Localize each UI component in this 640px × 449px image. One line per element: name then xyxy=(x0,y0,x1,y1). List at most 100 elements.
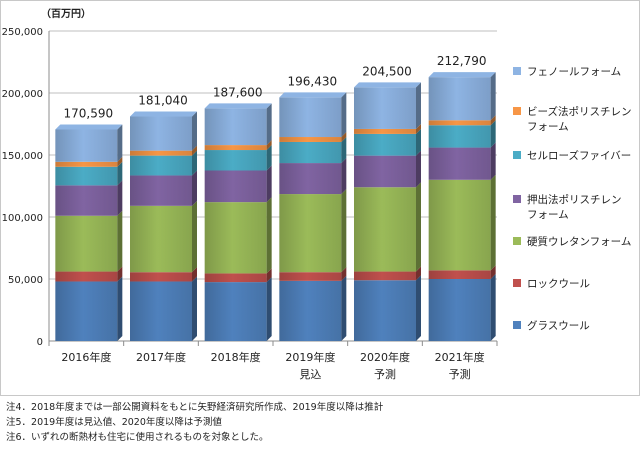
bar-segment-side xyxy=(266,277,272,341)
bar-segment-side xyxy=(416,150,421,188)
bar-segment xyxy=(55,161,118,167)
legend-swatch xyxy=(513,67,521,75)
bar-segment xyxy=(279,97,342,138)
bar-segment xyxy=(130,272,192,282)
bar-top-face xyxy=(354,82,421,88)
bar-segment-side xyxy=(341,158,347,195)
bar-segment-side xyxy=(117,266,123,282)
bar-segment-side xyxy=(192,150,197,176)
bar-segment-side xyxy=(490,274,496,341)
category-label: 2016年度 xyxy=(61,350,111,364)
legend-swatch xyxy=(513,107,521,115)
bar-segment xyxy=(428,147,491,180)
bar-segment xyxy=(354,128,416,134)
bar-segment xyxy=(354,280,416,341)
category-label: 2018年度 xyxy=(211,350,261,364)
bar-segment xyxy=(428,120,491,126)
bar-segment xyxy=(130,150,192,156)
bar-segment-side xyxy=(192,145,197,156)
y-tick-label: 200,000 xyxy=(2,89,43,100)
bar-segment xyxy=(55,271,118,282)
bar-segment-side xyxy=(266,268,272,283)
chart-frame: 0 50,000 100,000 150,000 200,000 250,000 （百万円）… xyxy=(0,0,640,396)
bar-segment xyxy=(279,194,342,273)
total-label: 212,790 xyxy=(437,54,487,68)
bar-segment xyxy=(354,133,416,156)
bar-segment xyxy=(279,141,342,164)
legend-swatch xyxy=(513,195,521,203)
bar-segment xyxy=(428,279,491,341)
bar-segment-side xyxy=(490,120,496,148)
legend-label: 硬質ウレタンフォーム xyxy=(527,235,631,248)
legend-swatch xyxy=(513,321,521,329)
bar-segment-side xyxy=(490,174,496,271)
bar-segment-side xyxy=(192,276,197,341)
legend-label: グラスウール xyxy=(527,319,590,332)
bar-segment-side xyxy=(490,142,496,180)
total-label: 196,430 xyxy=(288,74,338,88)
bar-segment-side xyxy=(266,165,272,203)
bar-segment xyxy=(130,205,192,273)
bar-segment-side xyxy=(117,210,123,272)
bar-top-face xyxy=(428,72,496,78)
bar-segment-side xyxy=(192,170,197,206)
bar-top-face xyxy=(55,124,123,130)
bar-segment-side xyxy=(341,92,347,138)
note-5: 注5．2019年度は見込値、2020年度以降は予測値 xyxy=(6,417,222,428)
category-label: 2019年度 xyxy=(285,350,335,364)
bar-segment xyxy=(130,155,192,176)
bar-segment-side xyxy=(341,275,347,341)
bar-segment-side xyxy=(416,182,421,272)
bar-segment-side xyxy=(416,275,421,341)
bar-segment xyxy=(130,175,192,206)
bar-segment xyxy=(354,87,416,129)
bar-segment xyxy=(354,155,416,188)
bar-segment-side xyxy=(266,197,272,274)
note-4: 注4．2018年度までは一部公開資料をもとに矢野経済研究所作成、2019年度以降… xyxy=(6,402,384,413)
bar-top-face xyxy=(279,92,347,98)
bar-segment xyxy=(204,273,267,283)
bar-segment xyxy=(279,272,342,281)
y-tick-label: 100,000 xyxy=(2,213,43,224)
bar-segment-side xyxy=(341,136,347,164)
legend-label: フォーム xyxy=(527,209,569,221)
category-label: 2017年度 xyxy=(136,350,186,364)
bar-segment-side xyxy=(341,132,347,142)
stacked-bar-chart: 0 50,000 100,000 150,000 200,000 250,000 （百万円）… xyxy=(2,7,632,381)
bar-segment-side xyxy=(117,161,123,186)
y-tick-label: 250,000 xyxy=(2,27,43,38)
bar-segment-side xyxy=(266,140,272,151)
legend-swatch xyxy=(513,237,521,245)
legend-label: セルローズファイバー xyxy=(527,149,631,162)
legend-swatch xyxy=(513,151,521,159)
category-label: 予測 xyxy=(449,367,471,381)
bar-segment-side xyxy=(341,267,347,281)
bar-segment-side xyxy=(192,200,197,273)
bar-segment-side xyxy=(416,266,421,281)
bar-segment xyxy=(279,163,342,195)
category-label: 2021年度 xyxy=(435,350,485,364)
bar-segment xyxy=(354,271,416,281)
bar-segment xyxy=(279,137,342,142)
bar-segment xyxy=(279,280,342,341)
bar-segment xyxy=(55,166,118,186)
bar-segment xyxy=(428,179,491,271)
y-tick-label: 0 xyxy=(37,337,43,348)
legend-label: 押出法ポリスチレン xyxy=(527,193,622,206)
bar-segment xyxy=(204,108,267,146)
legend-label: フォーム xyxy=(527,121,569,133)
bar-segment xyxy=(204,150,267,171)
y-tick-label: 150,000 xyxy=(2,151,43,162)
bar-top-face xyxy=(204,103,272,109)
y-tick-label: 50,000 xyxy=(8,275,43,286)
bar-segment xyxy=(204,145,267,151)
bar-segment xyxy=(428,77,491,121)
bar-segment-side xyxy=(117,124,123,162)
bar-segment xyxy=(55,185,118,216)
bar-segment-side xyxy=(192,111,197,151)
bar-segment xyxy=(55,281,118,341)
category-label: 2020年度 xyxy=(360,350,410,364)
bar-segment-side xyxy=(117,156,123,167)
bar-segment xyxy=(204,202,267,274)
total-label: 187,600 xyxy=(213,85,263,99)
